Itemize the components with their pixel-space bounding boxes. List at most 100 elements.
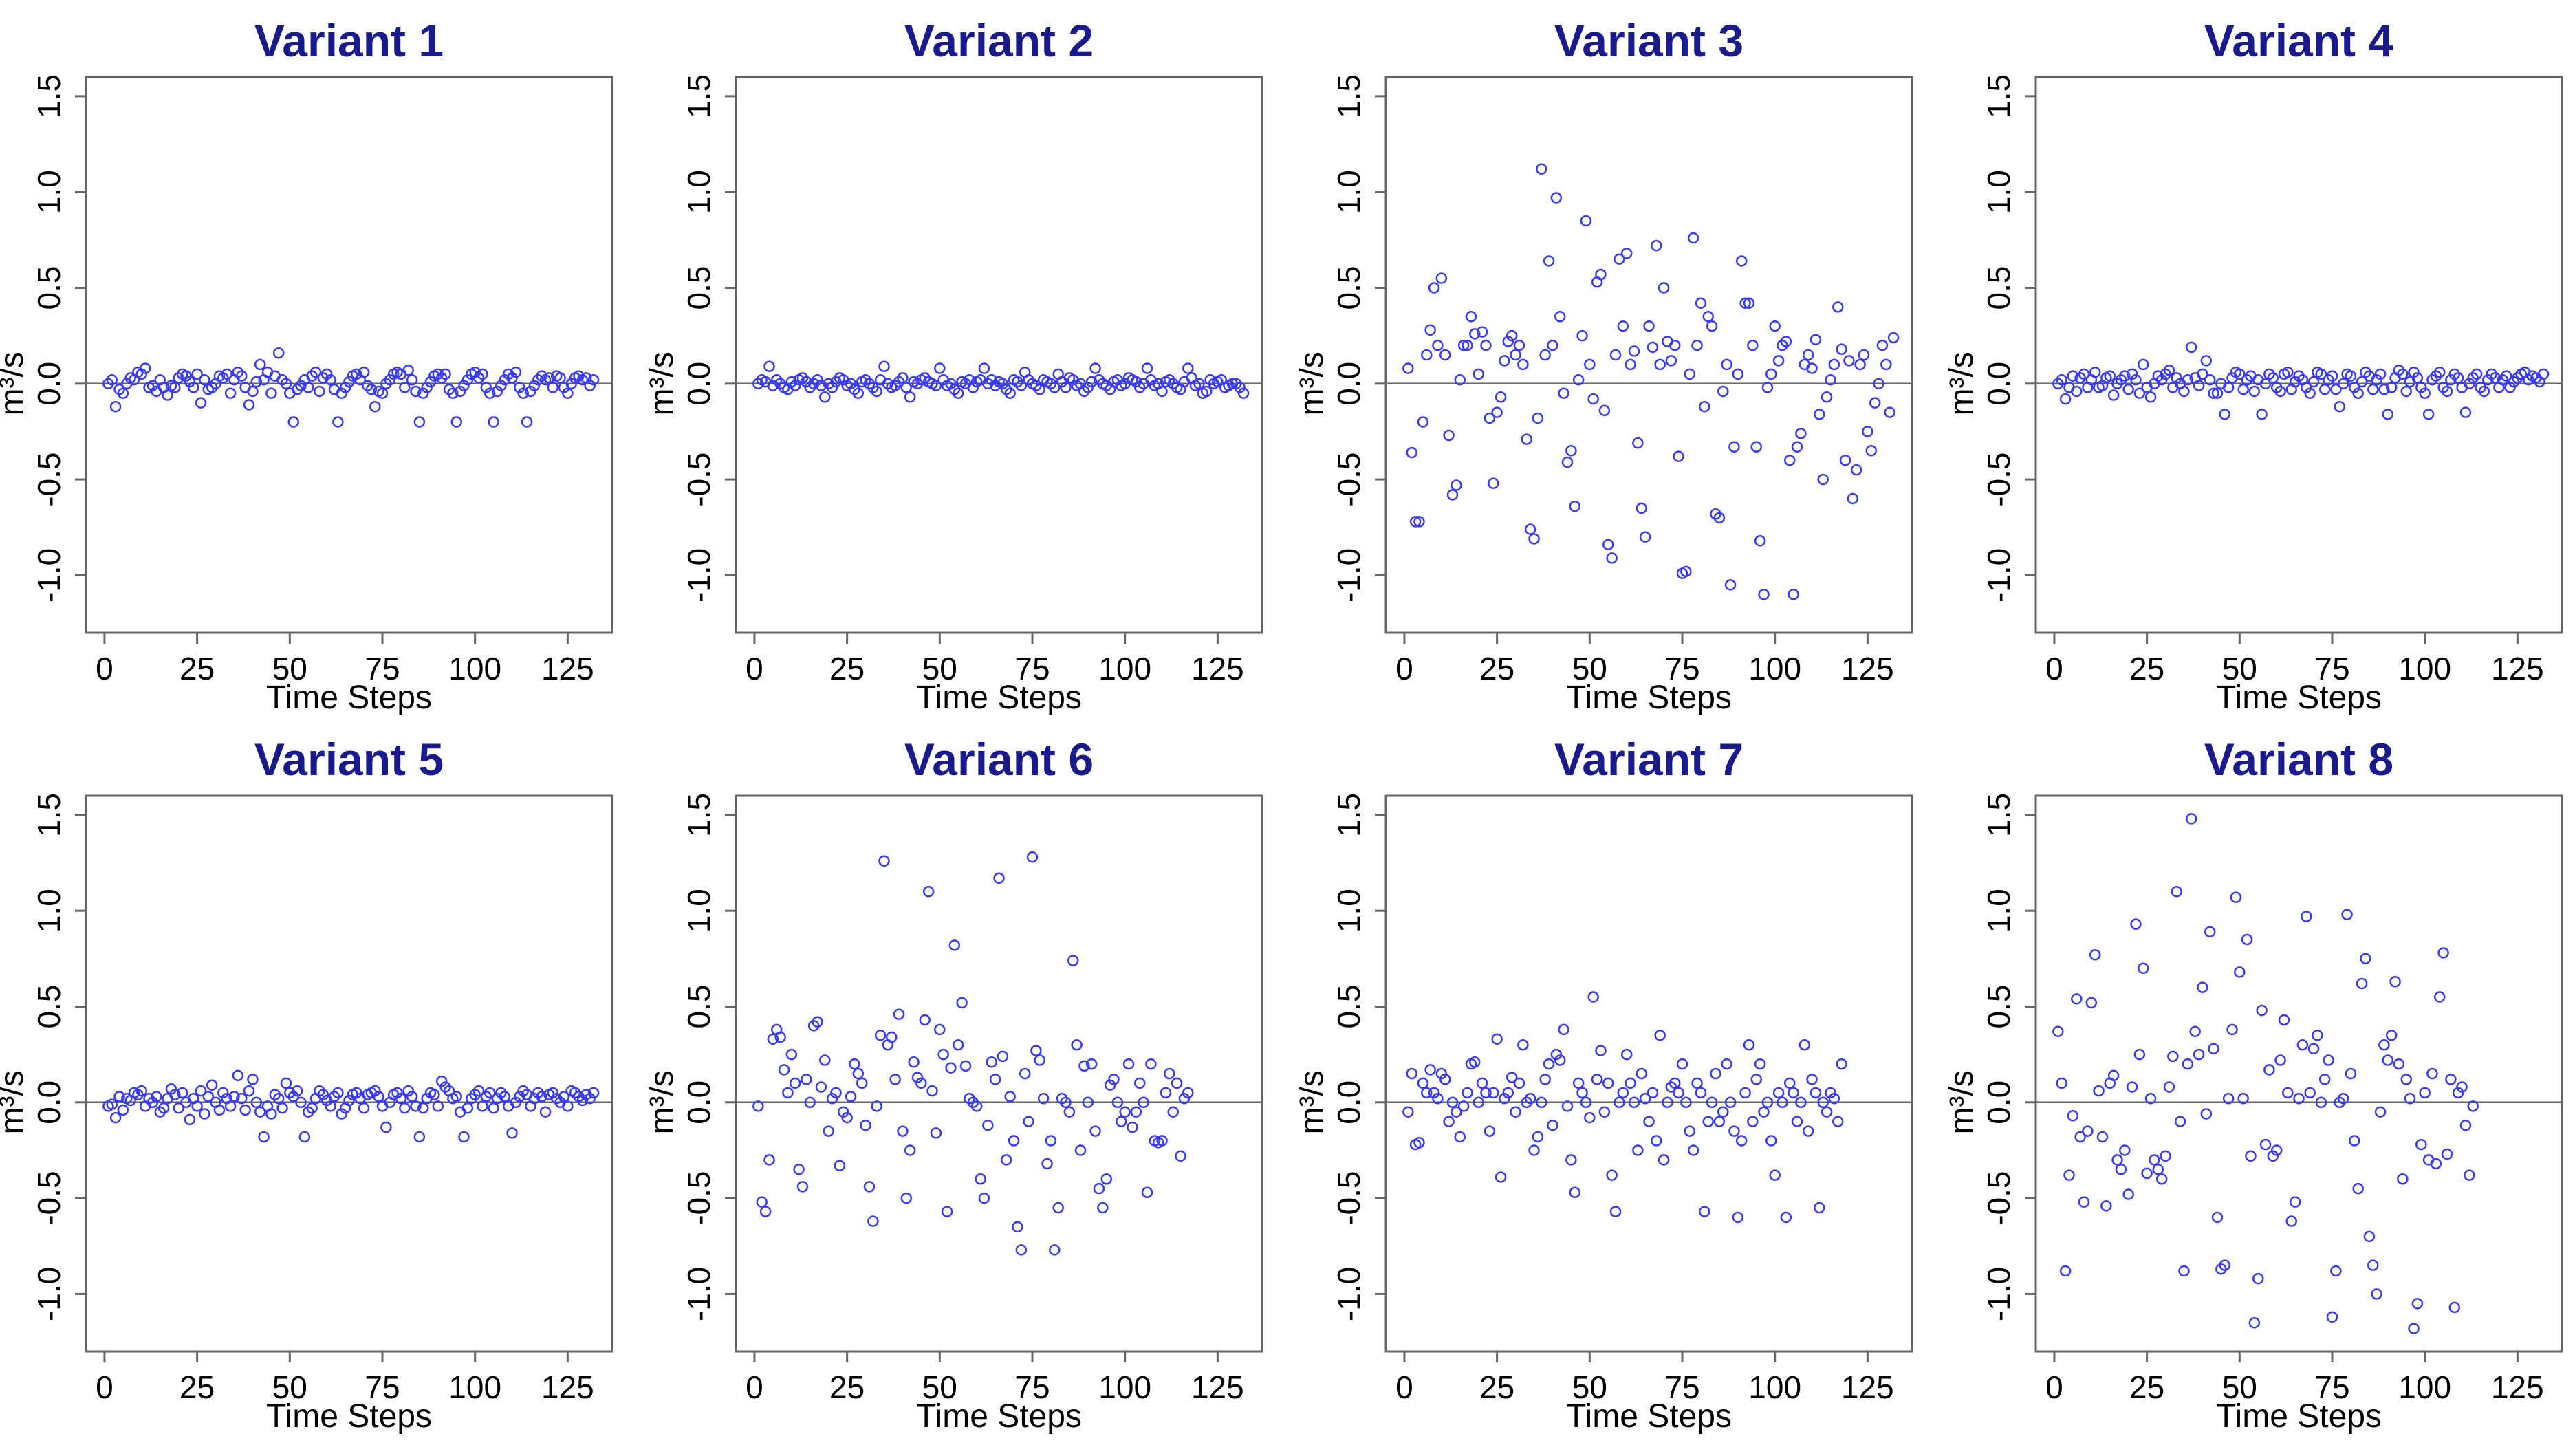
x-tick-label: 125	[1841, 651, 1894, 686]
data-point	[945, 1062, 957, 1074]
data-point	[1687, 232, 1699, 244]
data-point	[1424, 324, 1436, 336]
data-point	[1869, 397, 1881, 409]
data-point	[1628, 1096, 1640, 1109]
data-point	[1193, 378, 1205, 390]
data-point	[1502, 336, 1514, 347]
data-point	[413, 416, 426, 428]
data-point	[1049, 1244, 1061, 1256]
data-point	[930, 380, 942, 391]
data-point	[528, 1092, 541, 1105]
data-point	[1469, 328, 1481, 340]
data-point	[1550, 192, 1563, 204]
data-point	[2197, 368, 2208, 380]
data-point	[930, 1127, 942, 1139]
data-point	[1669, 1077, 1681, 1089]
data-point	[941, 1206, 953, 1217]
data-point	[332, 416, 344, 428]
y-tick-label: 1.0	[1331, 889, 1367, 933]
data-point	[1175, 1150, 1186, 1162]
y-tick-label: -1.0	[1331, 1267, 1367, 1321]
data-point	[1413, 516, 1425, 528]
y-tick-label: -1.0	[1981, 548, 2017, 602]
data-point	[1850, 464, 1862, 476]
x-tick-label: 75	[365, 651, 400, 686]
y-tick-label: 0.0	[1331, 362, 1367, 406]
data-point	[2107, 1069, 2120, 1082]
data-point	[1487, 477, 1499, 489]
data-point	[815, 1081, 827, 1093]
x-tick-label: 100	[2398, 651, 2451, 686]
data-point	[774, 1031, 786, 1043]
data-point	[1606, 552, 1618, 564]
data-point	[399, 382, 411, 393]
data-point	[1788, 589, 1799, 600]
data-point	[1673, 450, 1684, 462]
data-point	[1130, 376, 1142, 388]
data-point	[860, 1119, 871, 1131]
x-tick-label: 75	[2314, 651, 2349, 686]
x-tick-label: 50	[2222, 651, 2257, 686]
chart-panel-3: Variant 3 0 25 50 75 100 125 -1.0 -0.5 0.0 0.5 1.0 1…	[1294, 15, 1913, 716]
data-point	[2326, 370, 2338, 382]
data-point	[2052, 1025, 2064, 1037]
data-point	[2301, 382, 2312, 393]
chart-title: Variant 7	[1554, 734, 1743, 785]
data-point	[391, 1087, 403, 1099]
chart-panel-8: Variant 8 0 25 50 75 100 125 -1.0 -0.5 0.0 0.5 1.0 1…	[1944, 734, 2563, 1435]
data-point	[1699, 1206, 1710, 1217]
data-point	[1406, 1067, 1417, 1080]
data-point	[435, 1075, 448, 1087]
data-point	[2445, 1074, 2457, 1085]
data-point	[1821, 391, 1833, 403]
data-point	[1843, 355, 1855, 367]
data-point	[1439, 1074, 1451, 1085]
data-point	[1443, 429, 1455, 442]
data-point	[1584, 1111, 1596, 1124]
data-point	[837, 1106, 849, 1118]
data-point	[424, 376, 437, 388]
data-point	[1074, 1144, 1087, 1156]
data-point	[1651, 1135, 1662, 1147]
data-point	[587, 1087, 600, 1099]
data-point	[2282, 366, 2294, 378]
data-point	[1576, 329, 1588, 342]
data-point	[1750, 441, 1762, 453]
data-point	[499, 1091, 511, 1102]
x-tick-label: 100	[448, 1369, 501, 1405]
data-point	[2537, 368, 2550, 380]
x-tick-label: 100	[1098, 1369, 1151, 1405]
data-point	[1234, 382, 1246, 393]
y-tick-label: 1.5	[1331, 793, 1367, 837]
x-tick-label: 125	[2491, 1369, 2544, 1405]
data-point	[2155, 373, 2168, 386]
data-point	[1041, 1158, 1053, 1170]
data-point	[1565, 445, 1577, 457]
data-point	[191, 1100, 203, 1112]
data-point	[2104, 370, 2116, 382]
data-point	[1754, 1058, 1766, 1070]
data-point	[2371, 373, 2382, 386]
data-point	[1791, 1116, 1803, 1127]
data-point	[1654, 358, 1666, 371]
data-point	[2408, 1323, 2420, 1334]
data-point	[2378, 383, 2390, 395]
plot-frame	[1384, 794, 1913, 1353]
data-point	[280, 1077, 292, 1089]
y-tick-label: 0.0	[1981, 362, 2017, 406]
data-point	[113, 1091, 125, 1102]
data-point	[2371, 1288, 2382, 1300]
data-point	[1528, 1144, 1540, 1156]
data-point	[228, 1091, 240, 1102]
data-point	[1435, 1067, 1448, 1080]
data-point	[796, 1181, 809, 1193]
data-point	[878, 360, 890, 372]
data-point	[1521, 433, 1532, 445]
data-point	[789, 1077, 801, 1089]
data-point	[2422, 409, 2435, 420]
data-point	[2349, 1135, 2360, 1147]
data-point	[1643, 1116, 1655, 1127]
data-point	[146, 380, 159, 391]
data-point	[2307, 376, 2320, 388]
data-point	[2256, 409, 2268, 420]
